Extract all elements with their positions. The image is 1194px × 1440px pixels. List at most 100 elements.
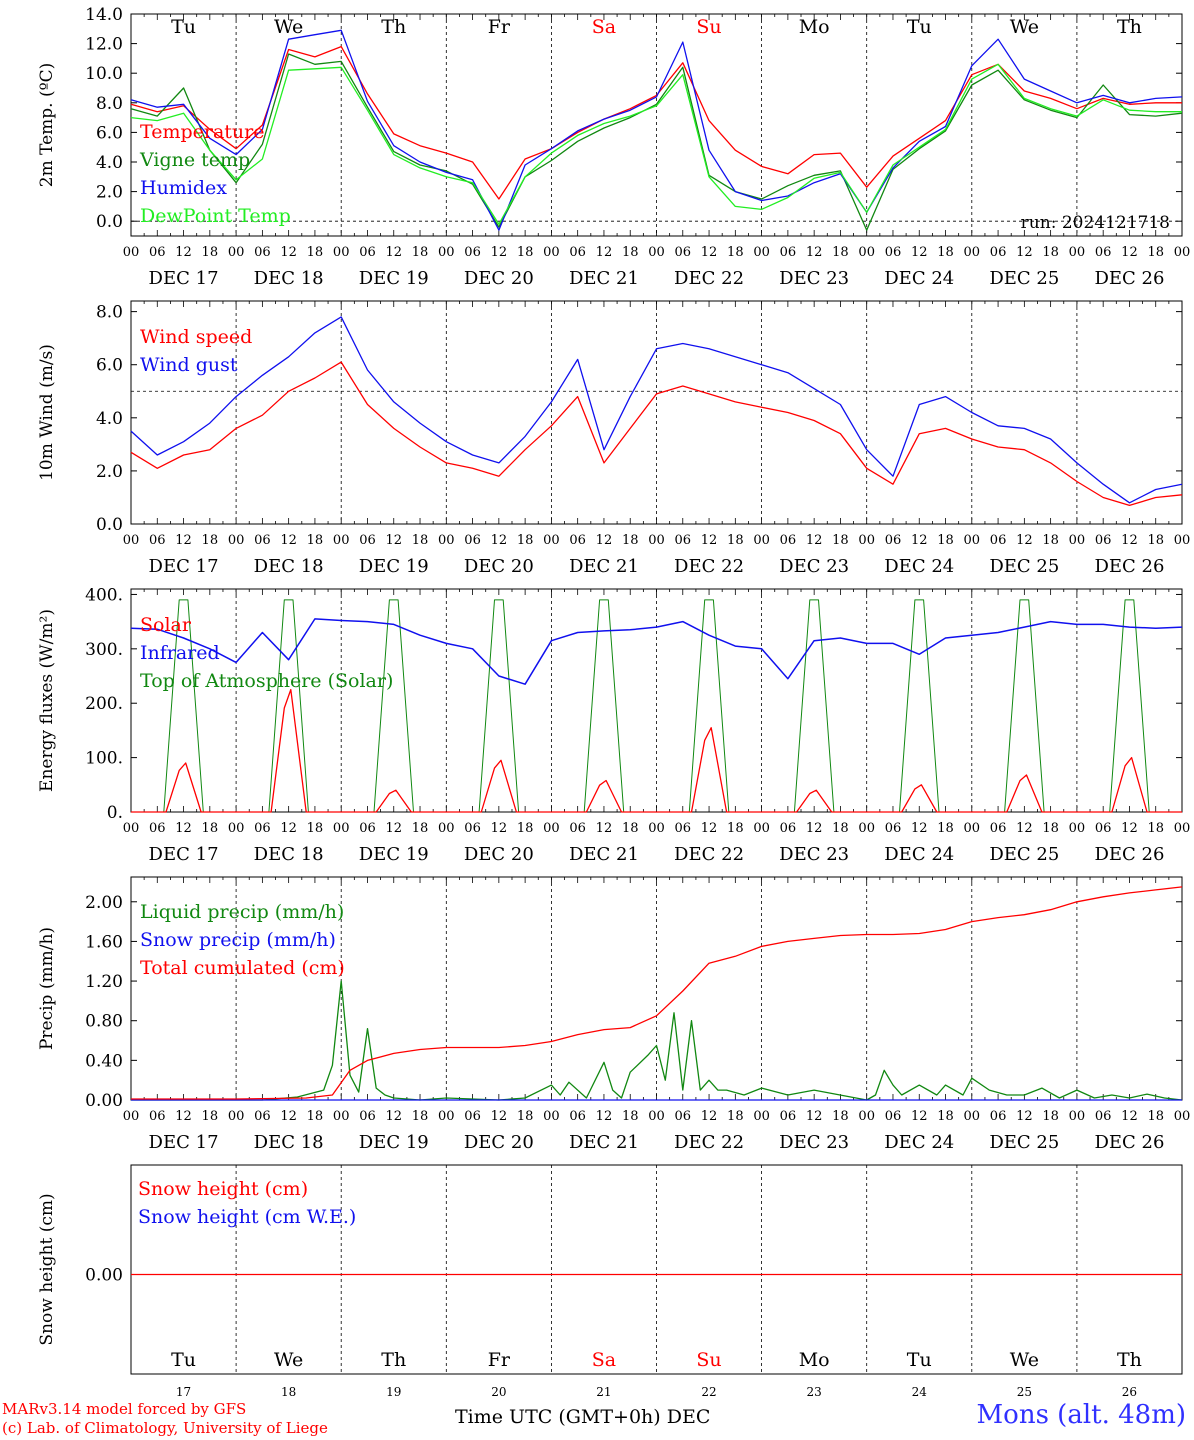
hour-tick-label: 18 [517, 245, 534, 260]
y-tick-label: 6.0 [96, 123, 123, 143]
hour-tick-label: 12 [280, 533, 297, 548]
y-axis-label: 10m Wind (m/s) [37, 344, 57, 481]
hour-tick-label: 00 [333, 533, 350, 548]
hour-tick-label: 06 [254, 533, 271, 548]
hour-tick-label: 00 [648, 1109, 665, 1124]
model-credit: MARv3.14 model forced by GFS [2, 1400, 247, 1418]
hour-tick-label: 18 [622, 1109, 639, 1124]
hour-tick-label: 00 [753, 821, 770, 836]
hour-tick-label: 12 [911, 533, 928, 548]
hour-tick-label: 12 [1016, 533, 1033, 548]
day-number-label: 19 [386, 1385, 401, 1399]
y-axis-label: Precip (mm/h) [37, 927, 57, 1050]
hour-tick-label: 00 [858, 245, 875, 260]
hour-tick-label: 00 [964, 533, 981, 548]
date-label: DEC 20 [464, 844, 534, 865]
hour-tick-label: 06 [1095, 1109, 1112, 1124]
hour-tick-label: 00 [228, 821, 245, 836]
hour-tick-label: 06 [149, 533, 166, 548]
panel-precip: 2.00 1.60 1.20 0.80 0.40 0.00 Precip (mm/h) 00 0… [37, 876, 1190, 1153]
hour-tick-label: 00 [753, 245, 770, 260]
hour-tick-label: 06 [1095, 245, 1112, 260]
hour-tick-label: 06 [359, 245, 376, 260]
date-label: DEC 19 [359, 1132, 429, 1153]
date-label: DEC 19 [359, 844, 429, 865]
weekday-label: Mo [799, 16, 830, 38]
panel-snow: 0.00 Snow height (cm) Snow height (cm) Snow… [37, 1164, 1183, 1399]
hour-tick-label: 12 [280, 821, 297, 836]
hour-tick-label: 12 [175, 533, 192, 548]
hour-tick-label: 00 [1069, 1109, 1086, 1124]
weekday-label: Sa [592, 1349, 616, 1371]
day-number-label: 20 [491, 1385, 506, 1399]
hour-tick-label: 12 [1121, 533, 1138, 548]
hour-tick-label: 00 [753, 1109, 770, 1124]
hour-tick-label: 06 [464, 245, 481, 260]
date-label: DEC 17 [149, 1132, 219, 1153]
hour-tick-label: 12 [491, 533, 508, 548]
weekday-label: Sa [592, 16, 616, 38]
series-line [130, 29, 1183, 231]
y-axis-label: 2m Temp. (ºC) [37, 63, 57, 188]
hour-tick-label: 18 [307, 1109, 324, 1124]
hour-tick-label: 12 [175, 821, 192, 836]
hour-tick-label: 06 [885, 245, 902, 260]
hour-tick-label: 06 [675, 533, 692, 548]
y-tick-label: 100. [85, 749, 123, 769]
hour-tick-label: 18 [622, 245, 639, 260]
hour-tick-label: 06 [569, 245, 586, 260]
hour-tick-label: 00 [438, 821, 455, 836]
hour-tick-label: 12 [1016, 821, 1033, 836]
hour-tick-label: 06 [1095, 821, 1112, 836]
hour-tick-label: 12 [701, 1109, 718, 1124]
hour-tick-label: 00 [123, 821, 140, 836]
date-label: DEC 18 [254, 268, 324, 289]
hour-tick-label: 06 [464, 821, 481, 836]
series-line [130, 63, 1182, 225]
day-number-label: 25 [1017, 1385, 1032, 1399]
weekday-label: Fr [488, 1349, 511, 1371]
hour-tick-label: 06 [885, 533, 902, 548]
hour-tick-label: 18 [1042, 1109, 1059, 1124]
day-number-label: 22 [701, 1385, 716, 1399]
date-label: DEC 24 [884, 556, 954, 577]
hour-tick-label: 18 [412, 245, 429, 260]
series-line [131, 886, 1183, 1100]
hour-tick-label: 18 [307, 533, 324, 548]
date-label: DEC 25 [989, 556, 1059, 577]
hour-tick-label: 00 [438, 245, 455, 260]
hour-tick-label: 06 [359, 1109, 376, 1124]
y-tick-label: 0. [107, 803, 123, 823]
hour-tick-label: 06 [780, 533, 797, 548]
hour-tick-label: 18 [1147, 1109, 1164, 1124]
series-line [130, 618, 1183, 685]
date-label: DEC 26 [1094, 1132, 1164, 1153]
hour-tick-label: 00 [858, 1109, 875, 1124]
hour-tick-label: 00 [543, 533, 560, 548]
hour-tick-label: 06 [254, 245, 271, 260]
hour-tick-label: 00 [753, 533, 770, 548]
hour-tick-label: 06 [675, 821, 692, 836]
hour-tick-label: 06 [569, 1109, 586, 1124]
legend-entry: Snow height (cm) [138, 1178, 308, 1200]
date-label: DEC 18 [254, 556, 324, 577]
hour-tick-label: 12 [701, 533, 718, 548]
date-label: DEC 22 [674, 268, 744, 289]
lab-credit: (c) Lab. of Climatology, University of L… [2, 1419, 328, 1437]
date-label: DEC 25 [989, 268, 1059, 289]
date-label: DEC 24 [884, 268, 954, 289]
hour-tick-label: 06 [464, 533, 481, 548]
series-line [130, 361, 1183, 507]
y-tick-label: 200. [85, 694, 123, 714]
weekday-label: Tu [907, 1349, 932, 1371]
hour-tick-label: 06 [149, 245, 166, 260]
weekday-label: Su [696, 1349, 721, 1371]
weekday-label: Th [381, 1349, 406, 1371]
hour-tick-label: 18 [412, 821, 429, 836]
date-label: DEC 21 [569, 1132, 639, 1153]
hour-tick-label: 18 [412, 1109, 429, 1124]
weekday-label: We [1010, 16, 1039, 38]
hour-tick-label: 12 [806, 821, 823, 836]
hour-tick-label: 12 [385, 821, 402, 836]
hour-tick-label: 00 [964, 245, 981, 260]
